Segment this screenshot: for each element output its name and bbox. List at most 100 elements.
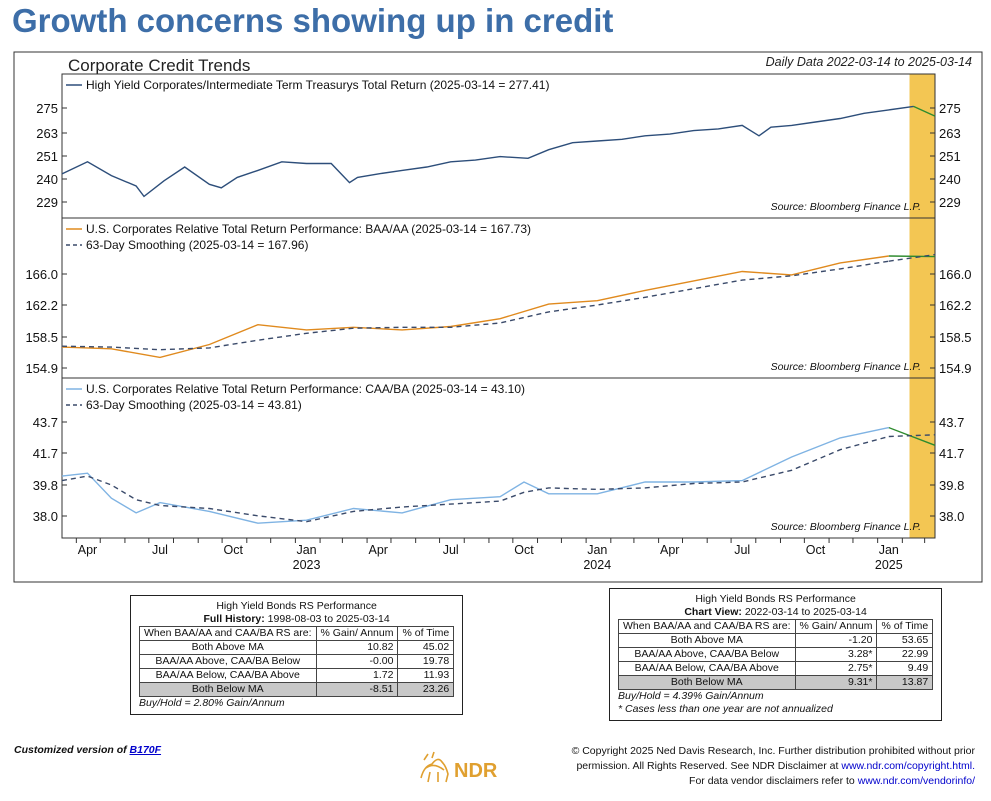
- copyright-line1: © Copyright 2025 Ned Davis Research, Inc…: [571, 745, 975, 757]
- ndr-logo: NDR: [420, 751, 498, 783]
- x-year-label: 2025: [875, 558, 903, 572]
- y-tick-label-left: 162.2: [25, 298, 58, 313]
- stats-table: When BAA/AA and CAA/BA RS are: % Gain/ A…: [139, 626, 455, 697]
- x-month-label: Jan: [587, 543, 607, 557]
- series-recent-segment-1-1: [913, 105, 936, 117]
- series-line-2-2: [61, 260, 889, 351]
- copyright-line2-text: permission. All Rights Reserved. See NDR…: [576, 760, 842, 772]
- series-line-2-1: [61, 255, 889, 359]
- row-gain: -8.51: [315, 682, 399, 697]
- x-year-label: 2024: [583, 558, 611, 572]
- row-label: Both Below MA: [139, 682, 317, 697]
- stats-table-full-history: High Yield Bonds RS Performance Full His…: [130, 595, 464, 715]
- x-month-label: Jul: [443, 543, 459, 557]
- row-label: Both Above MA: [139, 640, 317, 655]
- table-subtitle: Chart View: 2022-03-14 to 2025-03-14: [618, 606, 933, 619]
- source-note: Source: Bloomberg Finance L.P.: [771, 361, 921, 373]
- row-time: 19.78: [397, 654, 455, 669]
- panel-frame: [61, 73, 936, 219]
- vendorinfo-link[interactable]: www.ndr.com/vendorinfo/: [857, 775, 975, 787]
- header-gain: % Gain/ Annum: [315, 626, 399, 641]
- row-gain: 1.72: [315, 668, 399, 683]
- row-time: 11.93: [397, 668, 455, 683]
- date-range: Daily Data 2022-03-14 to 2025-03-14: [766, 55, 972, 69]
- x-month-label: Oct: [806, 543, 826, 557]
- copyright-line3-text: For data vendor disclaimers refer to: [689, 775, 858, 787]
- header-condition: When BAA/AA and CAA/BA RS are:: [618, 619, 796, 634]
- y-tick-label-right: 275: [939, 101, 961, 116]
- table-subtitle-label: Full History:: [203, 613, 265, 625]
- row-gain: -0.00: [315, 654, 399, 669]
- table-subtitle-label: Chart View:: [684, 606, 742, 618]
- y-tick-label-right: 162.2: [939, 298, 972, 313]
- row-label: BAA/AA Above, CAA/BA Below: [618, 647, 796, 662]
- y-tick-label-right: 263: [939, 126, 961, 141]
- table-title: High Yield Bonds RS Performance: [695, 593, 856, 605]
- x-month-label: Oct: [514, 543, 534, 557]
- table-footnote: * Cases less than one year are not annua…: [618, 703, 833, 715]
- row-time: 45.02: [397, 640, 455, 655]
- outer-frame: [13, 51, 983, 583]
- y-tick-label-left: 229: [36, 195, 58, 210]
- x-month-label: Apr: [660, 543, 679, 557]
- stats-table-chart-view: High Yield Bonds RS Performance Chart Vi…: [609, 588, 943, 721]
- y-tick-label-right: 154.9: [939, 361, 972, 376]
- y-tick-label-right: 38.0: [939, 509, 964, 524]
- b170f-link[interactable]: B170F: [129, 744, 162, 756]
- legend-label: 63-Day Smoothing (2025-03-14 = 167.96): [86, 238, 308, 252]
- y-tick-label-right: 39.8: [939, 478, 964, 493]
- table-row: BAA/AA Below, CAA/BA Above 2.75* 9.49: [618, 661, 934, 676]
- table-subtitle-range: 1998-08-03 to 2025-03-14: [267, 613, 390, 625]
- row-gain: 3.28*: [794, 647, 878, 662]
- series-recent-segment-3-1: [888, 426, 936, 446]
- y-tick-label-left: 240: [36, 172, 58, 187]
- x-month-label: Apr: [78, 543, 97, 557]
- y-tick-label-left: 251: [36, 149, 58, 164]
- legend-label: U.S. Corporates Relative Total Return Pe…: [86, 222, 531, 236]
- row-time: 53.65: [876, 633, 934, 648]
- legend-label: 63-Day Smoothing (2025-03-14 = 43.81): [86, 398, 302, 412]
- row-time: 13.87: [876, 675, 934, 690]
- y-tick-label-left: 158.5: [25, 330, 58, 345]
- row-label: Both Above MA: [618, 633, 796, 648]
- x-month-label: Oct: [224, 543, 244, 557]
- bull-bear-icon: [420, 751, 449, 783]
- table-note: Buy/Hold = 2.80% Gain/Annum: [139, 697, 285, 709]
- source-note: Source: Bloomberg Finance L.P.: [771, 201, 921, 213]
- y-tick-label-left: 275: [36, 101, 58, 116]
- y-tick-label-left: 263: [36, 126, 58, 141]
- row-label: Both Below MA: [618, 675, 796, 690]
- source-note: Source: Bloomberg Finance L.P.: [771, 521, 921, 533]
- row-time: 22.99: [876, 647, 934, 662]
- y-tick-label-right: 251: [939, 149, 961, 164]
- row-label: BAA/AA Above, CAA/BA Below: [139, 654, 317, 669]
- y-tick-label-left: 38.0: [33, 509, 58, 524]
- recent-period-highlight: [909, 74, 935, 538]
- legend-label: High Yield Corporates/Intermediate Term …: [86, 78, 549, 92]
- customized-version-note: Customized version of B170F: [14, 744, 161, 756]
- table-title: High Yield Bonds RS Performance: [216, 600, 377, 612]
- table-row: Both Below MA -8.51 23.26: [139, 682, 455, 697]
- table-row: BAA/AA Below, CAA/BA Above 1.72 11.93: [139, 668, 455, 683]
- y-tick-label-right: 166.0: [939, 267, 972, 282]
- row-gain: 2.75*: [794, 661, 878, 676]
- y-tick-label-right: 41.7: [939, 446, 964, 461]
- copyright-line3: For data vendor disclaimers refer to www…: [572, 774, 975, 789]
- copyright-link[interactable]: www.ndr.com/copyright.html.: [841, 760, 975, 772]
- y-tick-label-left: 154.9: [25, 361, 58, 376]
- y-tick-label-right: 229: [939, 195, 961, 210]
- row-gain: 9.31*: [794, 675, 878, 690]
- header-time: % of Time: [397, 626, 455, 641]
- x-month-label: Apr: [368, 543, 387, 557]
- row-gain: 10.82: [315, 640, 399, 655]
- table-subtitle: Full History: 1998-08-03 to 2025-03-14: [139, 613, 454, 626]
- y-tick-label-right: 43.7: [939, 415, 964, 430]
- table-row: Both Above MA 10.82 45.02: [139, 640, 455, 655]
- y-tick-label-left: 39.8: [33, 478, 58, 493]
- row-time: 9.49: [876, 661, 934, 676]
- y-tick-label-right: 158.5: [939, 330, 972, 345]
- series-line-3-1: [61, 426, 889, 524]
- y-tick-label-left: 43.7: [33, 415, 58, 430]
- x-month-label: Jul: [734, 543, 750, 557]
